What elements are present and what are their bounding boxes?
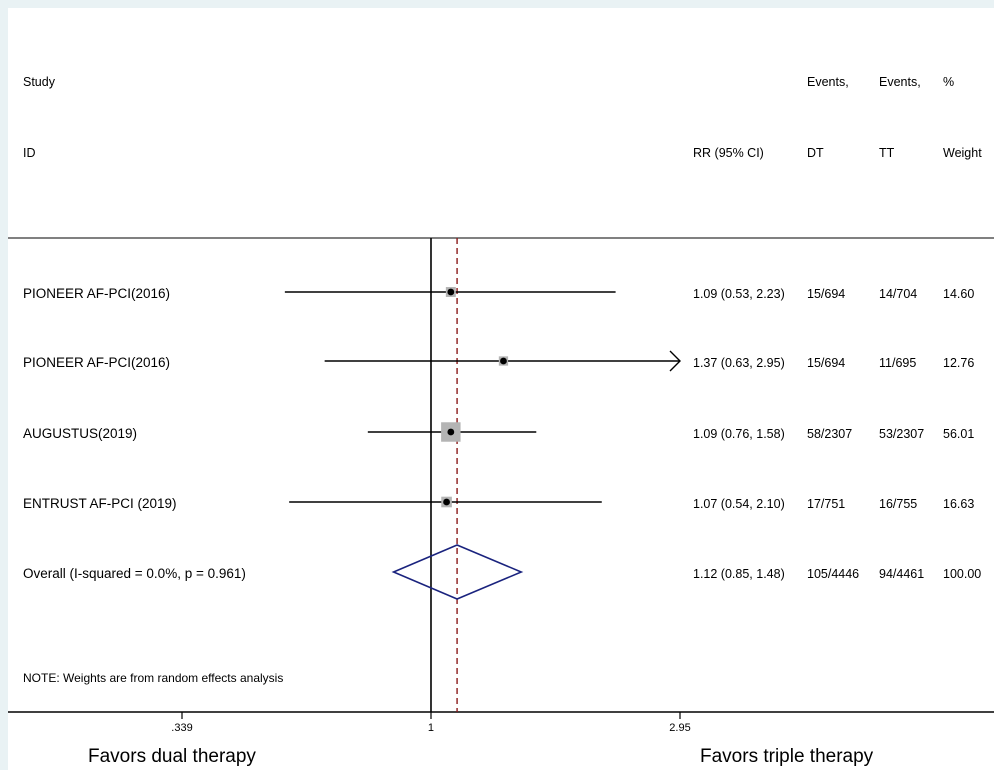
overall-rr-ci: 1.12 (0.85, 1.48): [693, 567, 785, 581]
weights-note: NOTE: Weights are from random effects an…: [23, 671, 283, 685]
favors-left-label: Favors dual therapy: [88, 746, 256, 767]
study-label: AUGUSTUS(2019): [23, 426, 137, 441]
study-ci-arrow: [669, 350, 681, 372]
study-events-dt: 15/694: [807, 356, 845, 370]
header-events-dt-1: Events,: [807, 75, 849, 89]
study-point-estimate: [447, 428, 455, 436]
study-label: PIONEER AF-PCI(2016): [23, 355, 170, 370]
study-weight: 14.60: [943, 287, 974, 301]
study-events-dt: 58/2307: [807, 427, 852, 441]
overall-events-tt: 94/4461: [879, 567, 924, 581]
forest-plot-panel: [8, 8, 994, 770]
study-events-tt: 16/755: [879, 497, 917, 511]
favors-right-label: Favors triple therapy: [700, 746, 874, 767]
x-axis-ticks: .339 1 2.95: [171, 712, 691, 734]
study-events-tt: 11/695: [879, 356, 916, 370]
header-events-tt-2: TT: [879, 146, 895, 160]
header-id: ID: [23, 146, 36, 160]
study-weight: 12.76: [943, 356, 974, 370]
study-label: ENTRUST AF-PCI (2019): [23, 496, 177, 511]
study-marks: [284, 287, 681, 508]
x-tick-label: 1: [428, 722, 434, 734]
study-rows: PIONEER AF-PCI(2016) 1.09 (0.53, 2.23) 15/…: [23, 286, 974, 511]
header-weight-1: %: [943, 75, 954, 89]
x-tick-label: 2.95: [669, 722, 690, 734]
study-point-estimate: [500, 357, 507, 365]
x-tick-label: .339: [171, 722, 192, 734]
study-label: PIONEER AF-PCI(2016): [23, 286, 170, 301]
overall-label: Overall (I-squared = 0.0%, p = 0.961): [23, 566, 246, 581]
overall-weight: 100.00: [943, 567, 981, 581]
study-weight: 16.63: [943, 497, 974, 511]
study-point-estimate: [447, 288, 455, 296]
overall-diamond: [391, 544, 524, 600]
study-events-tt: 14/704: [879, 287, 917, 301]
study-rr-ci: 1.09 (0.76, 1.58): [693, 427, 785, 441]
header-weight-2: Weight: [943, 146, 982, 160]
study-rr-ci: 1.37 (0.63, 2.95): [693, 356, 785, 370]
study-events-dt: 15/694: [807, 287, 845, 301]
study-rr-ci: 1.07 (0.54, 2.10): [693, 497, 785, 511]
study-events-dt: 17/751: [807, 497, 845, 511]
study-events-tt: 53/2307: [879, 427, 924, 441]
header-study: Study: [23, 75, 56, 89]
study-rr-ci: 1.09 (0.53, 2.23): [693, 287, 785, 301]
header-events-tt-1: Events,: [879, 75, 921, 89]
header-rr-ci: RR (95% CI): [693, 146, 764, 160]
study-weight: 56.01: [943, 427, 974, 441]
header-events-dt-2: DT: [807, 146, 824, 160]
study-point-estimate: [443, 498, 450, 506]
overall-events-dt: 105/4446: [807, 567, 859, 581]
